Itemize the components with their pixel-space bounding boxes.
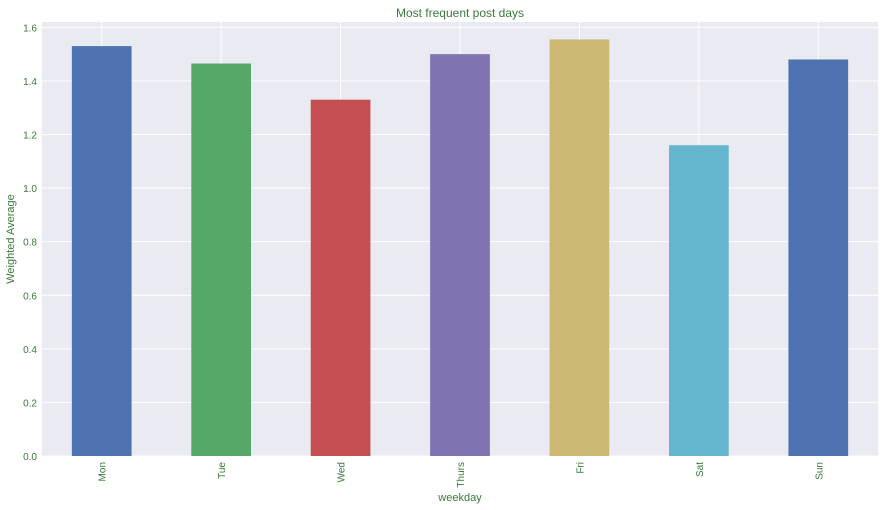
bar-mon [71, 46, 132, 456]
x-tick-label: Tue [217, 462, 228, 479]
y-axis-label: Weighted Average [5, 194, 17, 284]
x-axis-label: weekday [437, 492, 482, 504]
y-tick-label: 0.6 [23, 291, 37, 302]
y-tick-label: 0.0 [23, 452, 37, 463]
y-tick-label: 1.2 [23, 131, 37, 142]
y-tick-label: 1.6 [23, 23, 37, 34]
bar-tue [191, 63, 251, 457]
x-tick-label: Fri [575, 462, 586, 474]
y-tick-label: 0.8 [23, 238, 37, 249]
y-tick-label: 0.2 [23, 398, 37, 409]
x-tick-label: Mon [98, 462, 109, 481]
y-tick-label: 1.0 [23, 184, 37, 195]
x-tick-label: Sun [814, 462, 825, 480]
x-tick-labels: Mon Tue Wed Thurs Fri Sat Sun [98, 462, 826, 488]
bar-fri [549, 39, 610, 457]
bar-sat [669, 145, 729, 457]
bars [71, 39, 849, 457]
bar-sun [788, 59, 849, 457]
chart-title: Most frequent post days [396, 6, 524, 20]
x-tick-label: Thurs [456, 462, 467, 488]
y-tick-label: 1.4 [23, 77, 37, 88]
bar-wed [310, 99, 371, 457]
x-tick-label: Wed [337, 462, 348, 482]
x-tick-label: Sat [695, 462, 706, 477]
y-tick-label: 0.4 [23, 345, 37, 356]
y-tick-labels: 0.0 0.2 0.4 0.6 0.8 1.0 1.2 1.4 1.6 [23, 23, 37, 463]
bar-thurs [430, 54, 490, 457]
